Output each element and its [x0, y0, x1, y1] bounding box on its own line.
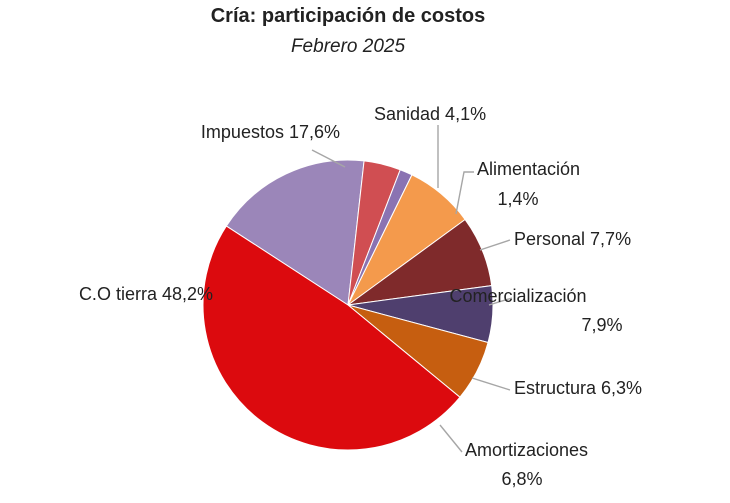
- pie-slice-impuestos: [225, 159, 365, 306]
- chart-title: Cría: participación de costos: [211, 5, 486, 27]
- slice-label: C.O tierra 48,2%: [79, 284, 213, 304]
- slice-label-name: Alimentación: [477, 159, 580, 179]
- slice-label-name: Amortizaciones: [465, 440, 588, 460]
- leader-line: [311, 149, 346, 168]
- slice-label-value: 7,9%: [581, 315, 622, 335]
- pie-slices: [202, 159, 494, 451]
- leader-lines: [311, 125, 513, 453]
- leader-line: [455, 171, 474, 215]
- pie-slice-c-o-tierra: [202, 225, 461, 451]
- leader-line: [479, 239, 511, 251]
- chart-subtitle: Febrero 2025: [291, 36, 406, 57]
- slice-label-value: 6,8%: [501, 469, 542, 489]
- slice-label: Personal 7,7%: [514, 229, 631, 249]
- leader-line: [471, 377, 511, 391]
- leader-line: [488, 297, 513, 306]
- leader-line: [439, 424, 463, 453]
- slice-labels: Impuestos 17,6% Sanidad 4,1% Alimentación 1…: [79, 104, 642, 489]
- slice-label-name: Comercialización: [449, 286, 586, 306]
- slice-label: Impuestos 17,6%: [201, 122, 340, 142]
- slice-label: Sanidad 4,1%: [374, 104, 486, 124]
- slice-label: Estructura 6,3%: [514, 378, 642, 398]
- slice-label-value: 1,4%: [497, 189, 538, 209]
